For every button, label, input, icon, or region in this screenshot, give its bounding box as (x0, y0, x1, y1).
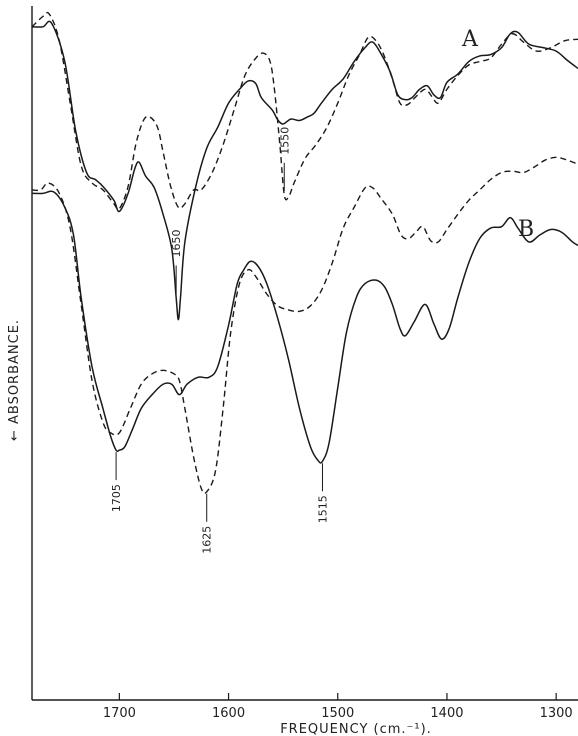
panel-b-dashed-curve (31, 156, 578, 495)
panel-label-b: B (518, 217, 534, 242)
x-tick-label-1400: 1400 (430, 706, 463, 721)
panel-a-dashed-curve (31, 11, 578, 211)
panel-label-a: A (461, 27, 479, 52)
peak-markers: 1650 1550 1705 1625 1515 (110, 127, 329, 554)
peak-label-1650: 1650 (170, 229, 183, 257)
panel-b-solid-curve (31, 190, 578, 464)
y-axis-arrow: ← (7, 424, 22, 441)
peak-label-1625: 1625 (201, 526, 214, 554)
x-tick-label-1600: 1600 (212, 706, 245, 721)
peak-label-1515: 1515 (316, 495, 329, 523)
y-axis-arrow-label: ← ABSORBANCE. (7, 319, 22, 441)
x-tick-label-1700: 1700 (103, 706, 136, 721)
y-axis-title-group: ← ABSORBANCE. (7, 319, 22, 441)
x-tick-label-1300: 1300 (540, 706, 573, 721)
x-axis-title: FREQUENCY (cm.⁻¹). (280, 722, 432, 736)
x-ticks: 1700 1600 1500 1400 1300 (103, 693, 573, 721)
peak-label-1550: 1550 (278, 127, 291, 155)
x-tick-label-1500: 1500 (321, 706, 354, 721)
panel-a-solid-curve (31, 20, 578, 321)
spectrum-curves (31, 11, 578, 495)
peak-label-1705: 1705 (110, 484, 123, 512)
y-axis-title: ABSORBANCE. (7, 319, 22, 424)
